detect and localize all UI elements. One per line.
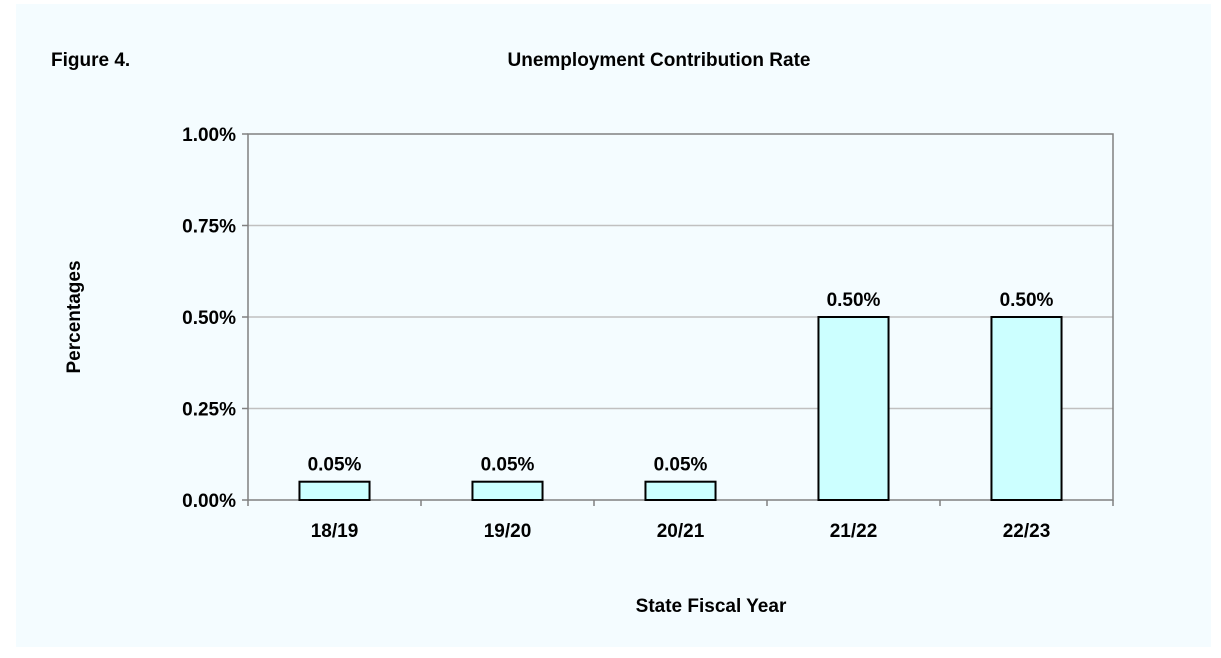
data-label: 0.50% xyxy=(1000,290,1054,311)
bar xyxy=(990,316,1063,501)
y-axis-title: Percentages xyxy=(64,260,85,373)
y-tick-label: 0.00% xyxy=(182,491,236,512)
gridlines xyxy=(248,224,1113,410)
bar-chart: Figure 4. Unemployment Contribution Rate… xyxy=(51,50,1114,617)
x-axis-title: State Fiscal Year xyxy=(636,596,787,617)
x-tick-label: 22/23 xyxy=(1003,521,1051,542)
y-tick-label: 0.50% xyxy=(182,308,236,329)
data-label: 0.05% xyxy=(308,455,362,476)
y-axis-ticks: 0.00% 0.25% 0.50% 0.75% 1.00% xyxy=(182,125,248,512)
data-label: 0.05% xyxy=(481,455,535,476)
bar xyxy=(817,316,890,501)
x-tick-label: 21/22 xyxy=(830,521,878,542)
data-label: 0.50% xyxy=(827,290,881,311)
chart-panel: Figure 4. Unemployment Contribution Rate… xyxy=(16,4,1211,647)
bar-series: 0.05% 0.05% 0.05% 0.50% 0.50% xyxy=(298,290,1063,502)
data-label: 0.05% xyxy=(654,455,708,476)
bar xyxy=(471,480,544,502)
chart-title: Unemployment Contribution Rate xyxy=(508,50,811,71)
bar xyxy=(644,480,717,502)
bar xyxy=(298,480,371,502)
x-tick-label: 19/20 xyxy=(484,521,532,542)
y-tick-label: 1.00% xyxy=(182,125,236,146)
y-tick-label: 0.25% xyxy=(182,400,236,421)
x-tick-label: 18/19 xyxy=(311,521,359,542)
x-tick-label: 20/21 xyxy=(657,521,705,542)
x-axis: 18/19 19/20 20/21 21/22 22/23 xyxy=(247,500,1114,542)
figure-label: Figure 4. xyxy=(51,50,130,71)
y-tick-label: 0.75% xyxy=(182,217,236,238)
